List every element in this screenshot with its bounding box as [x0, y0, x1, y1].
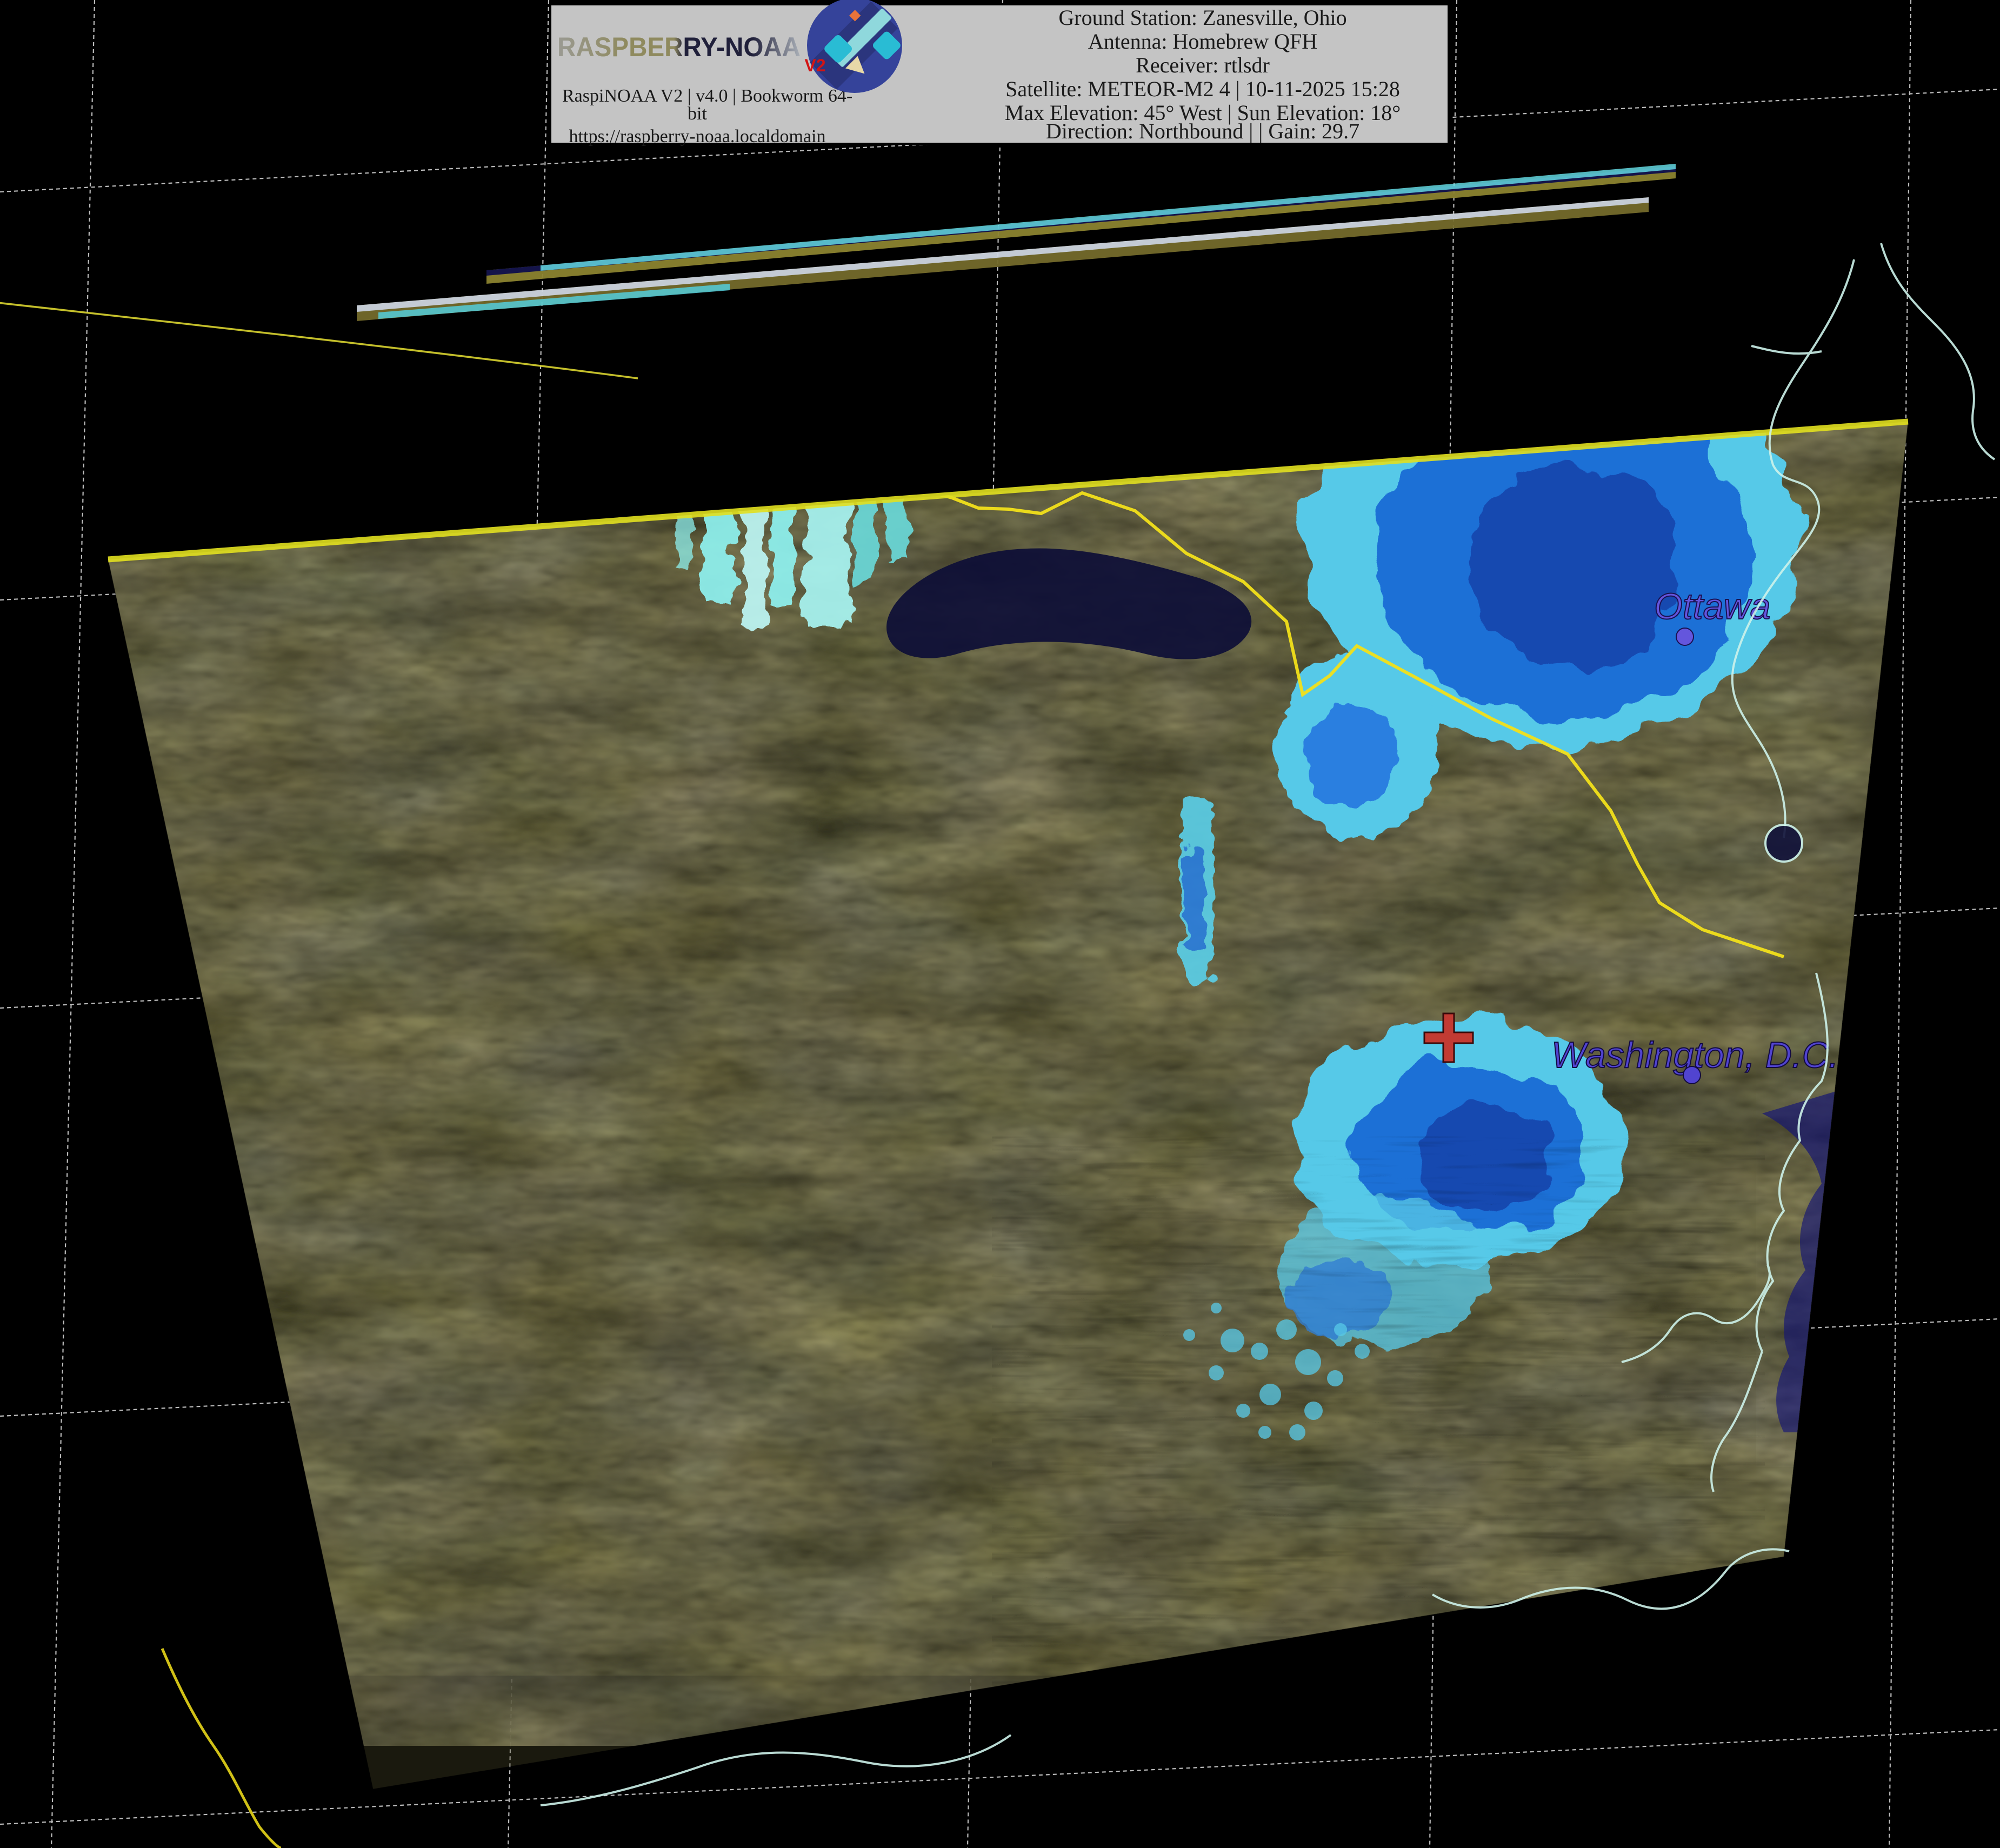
svg-text:Ottawa: Ottawa	[1654, 586, 1770, 627]
svg-text:https://raspberry-noaa.localdo: https://raspberry-noaa.localdomain	[569, 126, 826, 146]
svg-text:Ground Station: Zanesville, Oh: Ground Station: Zanesville, Ohio	[1058, 5, 1346, 30]
svg-text:RaspiNOAA V2 | v4.0 | Bookworm: RaspiNOAA V2 | v4.0 | Bookworm 64-	[562, 86, 852, 106]
svg-text:RASPBERRY-NOAA: RASPBERRY-NOAA	[557, 32, 801, 62]
svg-text:Direction: Northbound | | Gain: Direction: Northbound | | Gain: 29.7	[1046, 119, 1359, 143]
svg-text:bit: bit	[688, 104, 707, 124]
svg-text:Receiver: rtlsdr: Receiver: rtlsdr	[1136, 53, 1270, 77]
svg-text:V2: V2	[804, 56, 825, 75]
svg-text:Satellite: METEOR-M2 4 | 10-11: Satellite: METEOR-M2 4 | 10-11-2025 15:2…	[1005, 77, 1400, 101]
svg-text:Antenna: Homebrew QFH: Antenna: Homebrew QFH	[1088, 29, 1317, 54]
